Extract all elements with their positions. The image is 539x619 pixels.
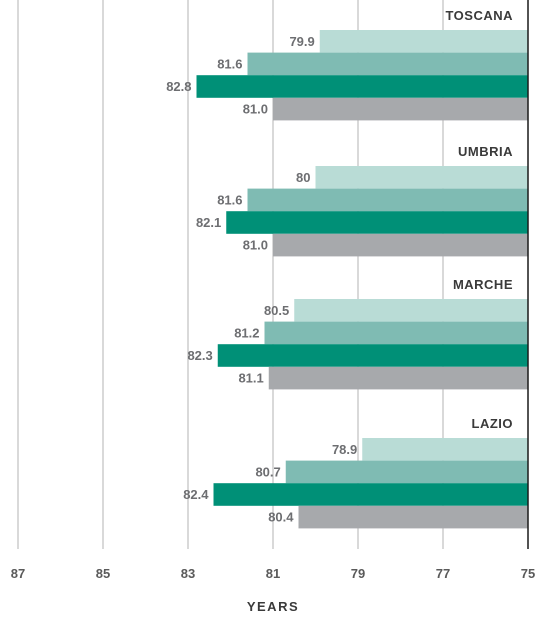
- region-label: MARCHE: [453, 277, 513, 292]
- bar: [213, 483, 528, 506]
- x-tick-label: 87: [11, 566, 25, 581]
- bar: [196, 75, 528, 98]
- x-tick-labels: 87 85 83 81 79 77 75: [11, 566, 535, 581]
- x-tick-label: 83: [181, 566, 195, 581]
- bar: [226, 211, 528, 234]
- data-label: 80.7: [255, 464, 280, 479]
- data-label: 82.8: [166, 79, 191, 94]
- data-label: 78.9: [332, 442, 357, 457]
- x-tick-label: 85: [96, 566, 110, 581]
- x-tick-label: 77: [436, 566, 450, 581]
- bar: [264, 321, 528, 345]
- bar: [298, 505, 528, 529]
- data-label: 81.1: [238, 371, 263, 386]
- data-label: 81.6: [217, 56, 242, 71]
- bar: [247, 52, 528, 76]
- bar: [273, 97, 528, 121]
- data-label: 79.9: [289, 34, 314, 49]
- region-label: UMBRIA: [458, 144, 513, 159]
- region-labels: TOSCANA UMBRIA MARCHE LAZIO: [445, 8, 514, 431]
- data-label: 82.3: [187, 348, 212, 363]
- data-label: 81.6: [217, 192, 242, 207]
- data-label: 81.0: [243, 102, 268, 117]
- data-labels: 79.9 81.6 82.8 81.0 80 81.6 82.1 81.0 80.5 81.2 82…: [166, 34, 357, 525]
- data-label: 81.2: [234, 325, 259, 340]
- bar: [362, 438, 528, 461]
- data-label: 82.4: [183, 487, 209, 502]
- data-label: 81.0: [243, 238, 268, 253]
- bar: [294, 299, 528, 322]
- bar: [217, 344, 528, 367]
- bar: [247, 188, 528, 212]
- region-label: TOSCANA: [445, 8, 513, 23]
- bar: [319, 30, 528, 53]
- x-tick-label: 81: [266, 566, 280, 581]
- x-axis-title: YEARS: [247, 599, 299, 614]
- data-label: 82.1: [196, 215, 221, 230]
- data-label: 80.4: [268, 510, 294, 525]
- x-tick-label: 79: [351, 566, 365, 581]
- bar: [315, 166, 528, 189]
- data-label: 80.5: [264, 303, 289, 318]
- region-label: LAZIO: [472, 416, 514, 431]
- bars: [196, 30, 528, 529]
- bar: [273, 233, 528, 257]
- data-label: 80: [296, 170, 310, 185]
- x-tick-label: 75: [521, 566, 535, 581]
- bar: [285, 460, 528, 484]
- bar: [268, 366, 528, 390]
